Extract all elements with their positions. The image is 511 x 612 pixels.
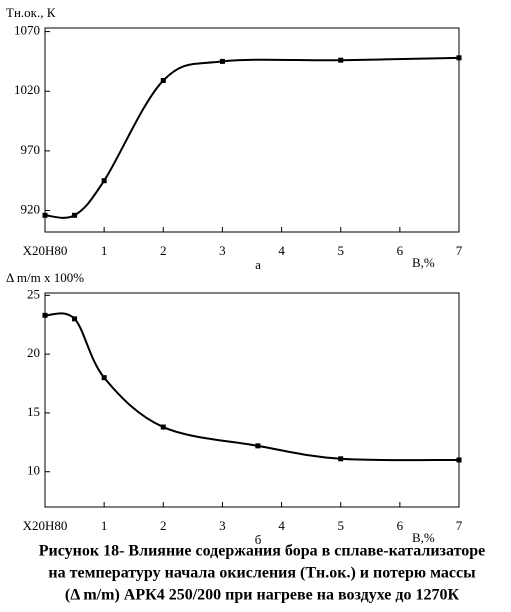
data-point <box>456 55 462 61</box>
x-tick-label: 3 <box>219 243 226 258</box>
data-point <box>456 457 462 463</box>
x-tick-label: 1 <box>101 518 108 533</box>
data-point <box>160 77 166 83</box>
y-axis-label: Тн.ок., К <box>6 5 56 20</box>
data-point <box>72 316 78 322</box>
data-line <box>44 56 460 219</box>
x-tick-label: 3 <box>219 518 226 533</box>
y-tick-label: 15 <box>27 404 40 419</box>
data-point <box>72 212 78 218</box>
y-tick-label: 1070 <box>14 23 40 38</box>
x-tick-label: 7 <box>456 518 463 533</box>
data-point <box>219 58 225 64</box>
data-point <box>338 57 344 63</box>
data-point <box>255 443 261 449</box>
data-line <box>44 312 460 462</box>
y-tick-label: 20 <box>27 345 40 360</box>
plot-frame <box>44 27 460 233</box>
x-tick-label: 4 <box>278 243 285 258</box>
data-point <box>42 312 48 318</box>
y-tick-label: 920 <box>21 202 41 217</box>
caption-line: (Δ m/m) АРК4 250/200 при нагреве на возд… <box>65 587 460 604</box>
x-axis-label: B,% <box>412 530 435 545</box>
x-tick-label: 6 <box>397 243 404 258</box>
x-tick-label: 4 <box>278 518 285 533</box>
panel-label: а <box>255 257 261 272</box>
y-tick-label: 1020 <box>14 82 40 97</box>
x-tick-label: 5 <box>337 518 344 533</box>
data-point <box>338 456 344 462</box>
y-tick-label: 10 <box>27 463 40 478</box>
x-tick-label: 7 <box>456 243 463 258</box>
x-tick-label: Х20Н80 <box>23 518 68 533</box>
y-axis-label: Δ m/m x 100% <box>6 270 84 285</box>
x-tick-label: 2 <box>160 518 167 533</box>
x-tick-label: 1 <box>101 243 108 258</box>
x-tick-label: 6 <box>397 518 404 533</box>
caption-line: Рисунок 18- Влияние содержания бора в сп… <box>39 543 485 560</box>
data-point <box>101 178 107 184</box>
data-point <box>42 212 48 218</box>
x-axis-label: B,% <box>412 255 435 270</box>
y-tick-label: 970 <box>21 142 41 157</box>
caption-line: на температуру начала окисления (Тн.ок.)… <box>48 565 476 582</box>
y-tick-label: 25 <box>27 286 40 301</box>
data-point <box>101 375 107 381</box>
data-point <box>160 424 166 430</box>
x-tick-label: 5 <box>337 243 344 258</box>
x-tick-label: 2 <box>160 243 167 258</box>
x-tick-label: Х20Н80 <box>23 243 68 258</box>
panel-label: б <box>255 532 262 547</box>
plot-frame <box>44 292 460 508</box>
